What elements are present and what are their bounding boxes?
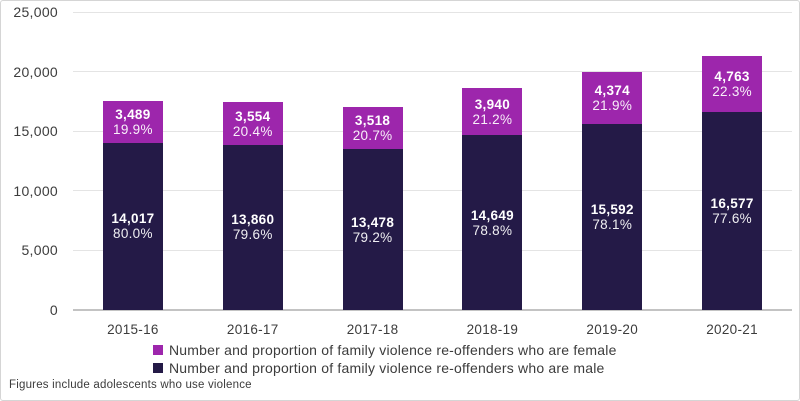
- bar-value-label: 13,860: [231, 212, 275, 228]
- bar-percent-label: 20.7%: [352, 128, 393, 144]
- bar-segment-female-2019-20: 4,374 21.9%: [582, 72, 643, 125]
- bar-segment-male-2019-20: 15,592 78.1%: [582, 124, 643, 310]
- x-tick-label: 2020-21: [706, 322, 758, 337]
- bar-segment-male-2015-16: 14,017 80.0%: [102, 142, 163, 310]
- legend: Number and proportion of family violence…: [153, 341, 617, 377]
- x-tick-label: 2019-20: [586, 322, 639, 337]
- footnote: Figures include adolescents who use viol…: [9, 379, 252, 391]
- bar-segment-male-2020-21: 16,577 77.6%: [702, 112, 763, 310]
- legend-label-male: Number and proportion of family violence…: [169, 359, 605, 376]
- bar-value-label: 3,518: [354, 113, 391, 129]
- bar-value-label: 3,940: [474, 96, 511, 112]
- bar-value-label: 4,763: [714, 69, 750, 85]
- bar-segment-female-2017-18: 3,518 20.7%: [342, 107, 403, 150]
- bar-percent-label: 79.6%: [232, 227, 273, 243]
- y-tick-label: 20,000: [13, 63, 58, 80]
- y-tick-label: 25,000: [13, 4, 58, 20]
- legend-item-male: Number and proportion of family violence…: [153, 359, 617, 376]
- female-series-swatch-icon: [153, 344, 163, 355]
- male-series-swatch-icon: [153, 362, 163, 373]
- bar-value-label: 3,489: [115, 107, 151, 123]
- plot-area: 14,017 80.0% 3,489 19.9% 13,860 79.6% 3,554 20.…: [73, 11, 792, 311]
- bar-segment-male-2018-19: 14,649 78.8%: [462, 135, 523, 310]
- x-axis-line: [73, 309, 792, 311]
- x-tick-label: 2017-18: [346, 322, 399, 337]
- gridline: [73, 130, 792, 132]
- y-tick-label: 5,000: [21, 242, 58, 259]
- bar-segment-male-2017-18: 13,478 79.2%: [342, 149, 403, 310]
- gridline: [73, 11, 792, 13]
- y-tick-label: 15,000: [13, 123, 58, 140]
- bar-value-label: 13,478: [351, 214, 395, 230]
- bar-percent-label: 80.0%: [113, 226, 153, 242]
- bar-percent-label: 22.3%: [712, 84, 752, 100]
- x-tick-label: 2015-16: [107, 322, 159, 337]
- legend-label-female: Number and proportion of family violence…: [169, 341, 617, 358]
- legend-item-female: Number and proportion of family violence…: [153, 341, 617, 358]
- bar-segment-female-2018-19: 3,940 21.2%: [462, 88, 523, 136]
- bar-value-label: 15,592: [590, 202, 634, 218]
- bar-value-label: 16,577: [710, 196, 754, 212]
- x-tick-label: 2016-17: [226, 322, 279, 337]
- bar-percent-label: 79.2%: [352, 229, 393, 245]
- y-tick-label: 10,000: [13, 182, 58, 199]
- bar-value-label: 4,374: [594, 83, 630, 99]
- bar-segment-female-2015-16: 3,489 19.9%: [102, 101, 163, 143]
- y-tick-label: 0: [49, 302, 58, 318]
- bar-percent-label: 78.8%: [472, 222, 513, 238]
- bar-percent-label: 78.1%: [592, 217, 633, 233]
- bar-value-label: 14,017: [111, 211, 155, 227]
- x-tick-label: 2018-19: [466, 322, 519, 337]
- bar-segment-male-2016-17: 13,860 79.6%: [222, 144, 283, 310]
- bar-percent-label: 20.4%: [232, 123, 273, 139]
- bar-segment-female-2020-21: 4,763 22.3%: [702, 55, 763, 113]
- bar-value-label: 3,554: [235, 108, 271, 124]
- bar-percent-label: 21.2%: [472, 111, 513, 127]
- bar-percent-label: 19.9%: [113, 122, 153, 138]
- bar-segment-female-2016-17: 3,554 20.4%: [222, 102, 283, 145]
- bar-percent-label: 21.9%: [592, 98, 633, 114]
- bar-value-label: 14,649: [470, 207, 514, 223]
- gridline: [73, 249, 792, 251]
- gridline: [73, 190, 792, 192]
- gridline: [73, 71, 792, 73]
- bar-percent-label: 77.6%: [712, 211, 752, 227]
